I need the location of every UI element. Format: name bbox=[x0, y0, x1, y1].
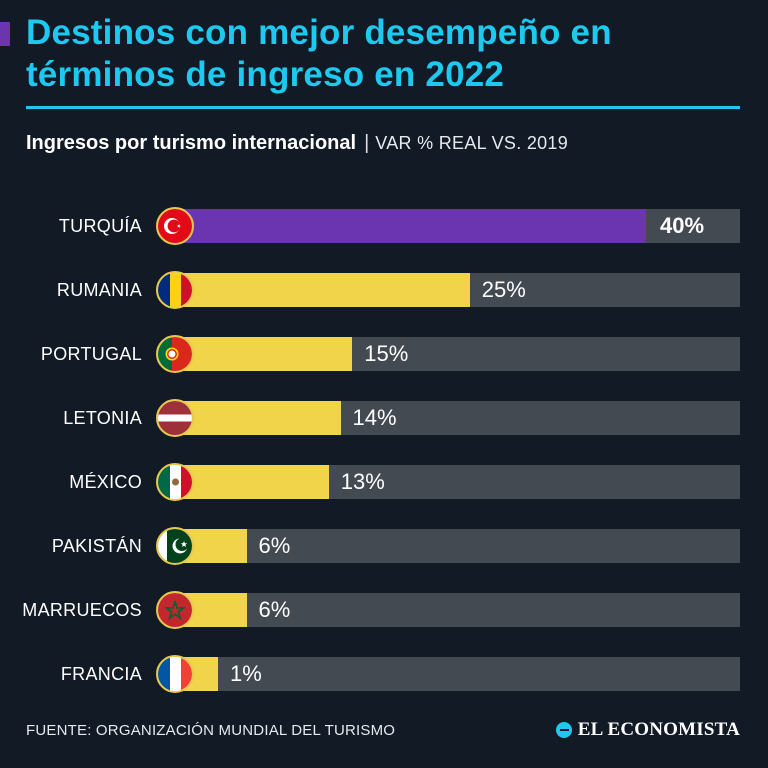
chart-title: Destinos con mejor desempeño en términos… bbox=[26, 13, 612, 94]
subtitle-separator: | bbox=[364, 132, 370, 154]
bar-row: PORTUGAL 15% bbox=[0, 334, 768, 374]
pakistan-flag-icon bbox=[156, 527, 194, 565]
bar bbox=[176, 465, 329, 499]
romania-flag-icon bbox=[156, 271, 194, 309]
latvia-flag-icon bbox=[156, 399, 194, 437]
source-note: FUENTE: ORGANIZACIÓN MUNDIAL DEL TURISMO bbox=[26, 722, 396, 739]
brand-name: EL ECONOMISTA bbox=[577, 719, 740, 740]
data-label: 25% bbox=[481, 277, 526, 302]
category-label: MARRUECOS bbox=[22, 600, 142, 620]
title-accent-tab bbox=[0, 22, 10, 46]
bar-row: TURQUÍA 40% bbox=[0, 206, 768, 246]
category-label: RUMANIA bbox=[56, 280, 142, 300]
mexico-flag-icon bbox=[156, 463, 194, 501]
bar-chart: TURQUÍA 40% RUMANIA 25% PORTUGAL 15% LETONIA 14… bbox=[0, 190, 768, 710]
bar-track bbox=[176, 657, 740, 691]
bar-track bbox=[176, 529, 740, 563]
category-label: LETONIA bbox=[63, 408, 142, 428]
turkey-flag-icon bbox=[156, 207, 194, 245]
france-flag-icon bbox=[156, 655, 194, 693]
data-label: 13% bbox=[340, 469, 385, 494]
portugal-flag-icon bbox=[156, 335, 194, 373]
bar-row: MARRUECOS 6% bbox=[0, 590, 768, 630]
data-label: 6% bbox=[258, 533, 291, 558]
subtitle-main: Ingresos por turismo internacional bbox=[26, 132, 357, 154]
bar bbox=[176, 401, 341, 435]
bar-row: FRANCIA 1% bbox=[0, 654, 768, 694]
brand-mark-icon bbox=[555, 722, 572, 738]
bar-row: RUMANIA 25% bbox=[0, 270, 768, 310]
bar bbox=[176, 337, 353, 371]
bar-row: MÉXICO 13% bbox=[0, 462, 768, 502]
category-label: PAKISTÁN bbox=[51, 536, 142, 556]
bar bbox=[176, 209, 646, 243]
category-label: MÉXICO bbox=[69, 472, 142, 492]
subtitle-measure: VAR % REAL VS. 2019 bbox=[375, 133, 569, 153]
morocco-flag-icon bbox=[156, 591, 194, 629]
data-label: 6% bbox=[258, 597, 291, 622]
category-label: PORTUGAL bbox=[40, 344, 142, 364]
brand-logo: EL ECONOMISTA bbox=[555, 719, 740, 741]
category-label: TURQUÍA bbox=[58, 216, 142, 236]
data-label: 15% bbox=[364, 341, 409, 366]
data-label: 1% bbox=[230, 661, 262, 686]
bar bbox=[176, 273, 470, 307]
data-label: 40% bbox=[660, 213, 705, 238]
bar-track bbox=[176, 593, 740, 627]
data-label: 14% bbox=[352, 405, 397, 430]
bar-row: LETONIA 14% bbox=[0, 398, 768, 438]
title-divider bbox=[26, 106, 740, 109]
chart-subtitle: Ingresos por turismo internacional | VAR %… bbox=[26, 130, 746, 156]
category-label: FRANCIA bbox=[60, 664, 142, 684]
bar-row: PAKISTÁN 6% bbox=[0, 526, 768, 566]
